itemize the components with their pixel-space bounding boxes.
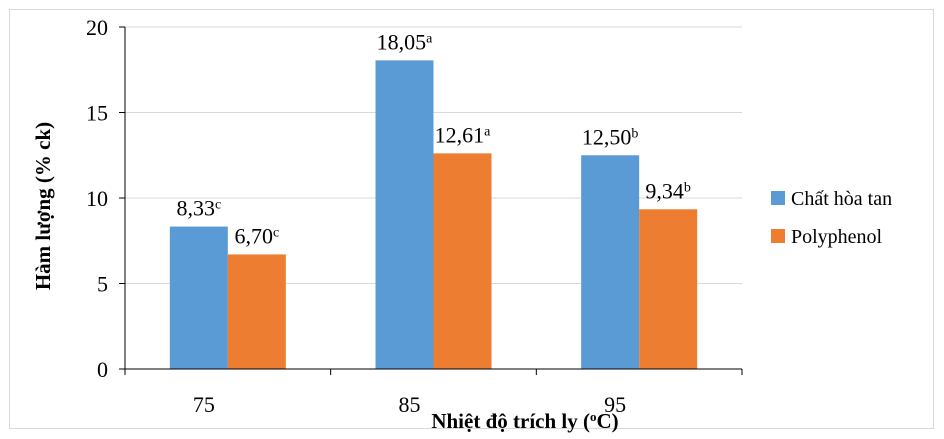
y-tick-label-15: 15 <box>86 101 108 126</box>
legend: Chất hòa tan Polyphenol <box>771 188 892 248</box>
data-labels: 8,33c 6,70c 18,05a 12,61a 12,50b 9,34b <box>176 29 690 248</box>
x-axis-title-sup: o <box>590 409 597 424</box>
data-label-0-85: 18,05a <box>377 29 434 54</box>
bar-chất-hòa-tan-75 <box>169 226 228 369</box>
bars <box>169 60 698 369</box>
y-tick-label-0: 0 <box>97 357 108 382</box>
x-axis-title-main: Nhiệt độ trích ly ( <box>431 409 590 433</box>
legend-swatch-0 <box>771 191 785 205</box>
axes <box>119 26 743 375</box>
data-label-1-75: 6,70c <box>234 223 279 248</box>
y-axis-title: Hàm lượng (% ck) <box>31 122 55 290</box>
x-tick-label-85: 85 <box>399 392 421 417</box>
tick-labels: 0 5 10 15 20 75 85 95 <box>86 15 626 417</box>
bar-polyphenol-95 <box>639 209 698 369</box>
legend-label-0: Chất hòa tan <box>791 188 892 210</box>
data-label-1-85: 12,61a <box>435 122 492 147</box>
x-tick-label-75: 75 <box>193 392 215 417</box>
bar-chất-hòa-tan-95 <box>581 155 640 369</box>
bar-polyphenol-75 <box>227 254 286 369</box>
bar-chất-hòa-tan-85 <box>375 60 434 369</box>
data-label-0-75: 8,33c <box>176 196 221 221</box>
data-label-1-95: 9,34b <box>645 178 691 203</box>
y-tick-label-5: 5 <box>97 272 108 297</box>
y-tick-label-10: 10 <box>86 186 108 211</box>
data-label-0-95: 12,50b <box>582 124 639 149</box>
x-axis-title: Nhiệt độ trích ly (oC) <box>431 409 618 434</box>
bar-polyphenol-85 <box>433 153 492 369</box>
legend-swatch-1 <box>771 229 785 243</box>
y-tick-label-20: 20 <box>86 15 108 40</box>
x-axis-title-tail: C) <box>596 409 618 433</box>
x-tick-label-95: 95 <box>604 392 626 417</box>
legend-label-1: Polyphenol <box>791 226 883 248</box>
